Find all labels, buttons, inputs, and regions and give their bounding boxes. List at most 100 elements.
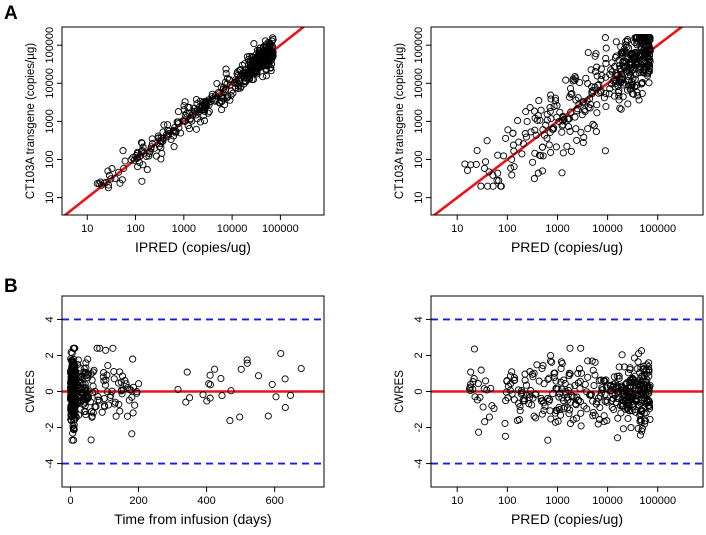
data-point: [553, 102, 561, 110]
data-point: [528, 401, 536, 409]
data-point: [516, 407, 524, 415]
data-point: [611, 79, 620, 87]
data-point: [538, 167, 547, 175]
data-point: [536, 116, 544, 124]
data-point: [538, 410, 546, 418]
data-point: [566, 383, 574, 391]
data-point: [107, 391, 115, 399]
data-point: [610, 405, 618, 414]
data-point: [170, 143, 178, 151]
data-point: [642, 34, 650, 42]
data-point: [199, 391, 207, 399]
data-point: [159, 134, 167, 142]
data-point: [93, 344, 101, 352]
data-point: [565, 372, 573, 380]
data-point: [234, 84, 242, 93]
data-point: [591, 358, 599, 366]
data-point: [593, 72, 601, 80]
data-point: [174, 108, 182, 116]
data-point: [504, 126, 512, 134]
data-point: [619, 75, 627, 83]
x-tick-label: 200: [129, 495, 147, 507]
data-point: [192, 95, 200, 104]
data-point: [264, 57, 272, 66]
x-tick-label: 1000: [172, 223, 196, 235]
identity-line: [432, 27, 684, 215]
data-point: [137, 138, 146, 147]
y-tick-label: 100000: [44, 27, 56, 64]
data-point: [522, 108, 530, 116]
data-point: [508, 368, 516, 376]
data-point: [138, 139, 146, 147]
data-point: [642, 62, 650, 70]
data-point: [129, 409, 137, 417]
data-point: [606, 85, 614, 93]
data-point: [236, 66, 244, 74]
data-point: [608, 403, 616, 412]
data-point: [600, 377, 609, 385]
data-point: [627, 64, 635, 72]
data-point: [559, 149, 567, 157]
data-point: [100, 369, 108, 377]
data-point: [510, 147, 518, 155]
data-point: [576, 377, 584, 385]
data-point: [104, 184, 112, 192]
data-point: [70, 424, 78, 432]
data-point: [644, 396, 652, 404]
data-point: [589, 86, 597, 95]
y-tick-label: 0: [413, 388, 425, 394]
data-point: [134, 163, 142, 171]
data-point: [637, 410, 645, 418]
data-point: [542, 121, 550, 129]
data-point: [551, 418, 559, 426]
x-tick-label: 600: [265, 495, 283, 507]
data-point: [164, 121, 172, 129]
data-point: [595, 377, 603, 385]
data-point: [624, 369, 632, 377]
data-point: [160, 121, 168, 129]
data-point: [531, 149, 539, 157]
data-point: [129, 154, 137, 162]
data-point: [119, 147, 127, 155]
data-point: [245, 74, 253, 82]
data-point: [216, 99, 224, 107]
data-point: [534, 169, 542, 177]
data-point: [625, 68, 633, 76]
data-point: [237, 365, 245, 373]
data-point: [183, 113, 191, 121]
data-point: [601, 147, 609, 155]
data-point: [68, 384, 76, 392]
y-tick-label: 10000: [44, 68, 56, 99]
data-point: [263, 56, 271, 64]
data-point: [634, 358, 642, 366]
data-point: [612, 398, 620, 406]
data-point: [508, 171, 516, 179]
y-tick-label: 4: [44, 316, 56, 322]
data-point: [253, 70, 261, 78]
data-point: [634, 424, 642, 433]
data-point: [506, 386, 514, 394]
data-point: [590, 122, 598, 130]
data-point: [564, 396, 572, 404]
data-point: [518, 150, 526, 158]
data-point: [254, 372, 263, 380]
data-point: [240, 74, 248, 82]
data-point: [544, 375, 552, 383]
data-point: [603, 398, 611, 406]
data-point: [537, 397, 545, 405]
panel-label-b: B: [4, 276, 18, 297]
data-point: [615, 92, 623, 100]
data-point: [182, 398, 190, 406]
data-point: [267, 67, 275, 75]
data-point: [211, 92, 219, 100]
data-point: [638, 424, 646, 432]
data-point: [626, 365, 634, 374]
data-point: [500, 152, 508, 160]
data-point: [561, 379, 569, 387]
data-point: [547, 91, 555, 99]
data-point: [637, 45, 645, 53]
data-point: [516, 403, 524, 411]
data-point: [88, 408, 96, 416]
data-point: [615, 372, 623, 380]
data-point: [265, 43, 273, 51]
